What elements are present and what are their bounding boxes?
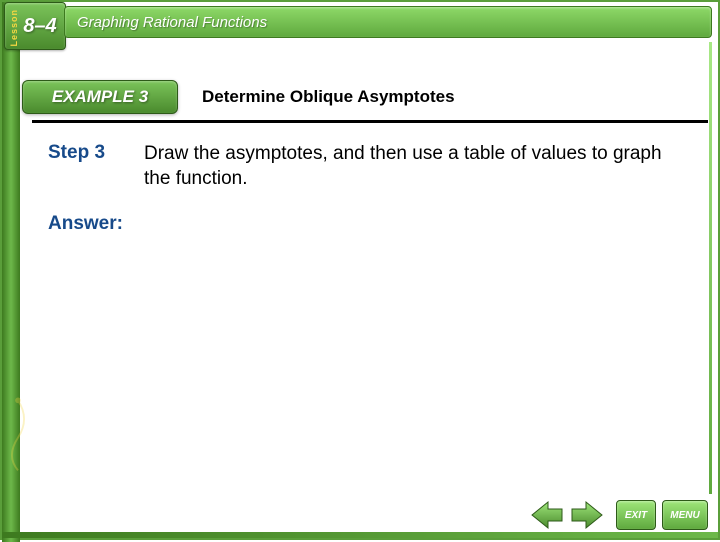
exit-button[interactable]: EXIT [616,500,656,530]
next-button[interactable] [570,500,604,530]
lesson-tab-label: Lesson [9,9,19,47]
title-divider [32,120,708,123]
menu-label: MENU [670,510,699,521]
step-label: Step 3 [48,142,144,191]
right-border [709,42,712,494]
chapter-title-bar: Graphing Rational Functions [64,6,712,38]
prev-button[interactable] [530,500,564,530]
lesson-tab: Lesson 8–4 [4,2,66,50]
chapter-title: Graphing Rational Functions [77,14,267,31]
step-row: Step 3 Draw the asymptotes, and then use… [48,142,678,191]
nav-area: EXIT MENU [530,500,708,530]
example-tab: EXAMPLE 3 [22,80,178,114]
decorative-swirl-icon [4,388,32,478]
bottom-border [2,532,718,538]
exit-label: EXIT [625,510,647,521]
menu-button[interactable]: MENU [662,500,708,530]
answer-label: Answer: [48,213,678,235]
slide-frame: Lesson 8–4 Graphing Rational Functions E… [0,0,720,540]
content-area: Step 3 Draw the asymptotes, and then use… [48,142,678,235]
example-label: EXAMPLE 3 [52,87,148,107]
step-text: Draw the asymptotes, and then use a tabl… [144,142,678,191]
example-title: Determine Oblique Asymptotes [202,87,455,107]
lesson-number: 8–4 [23,15,56,38]
